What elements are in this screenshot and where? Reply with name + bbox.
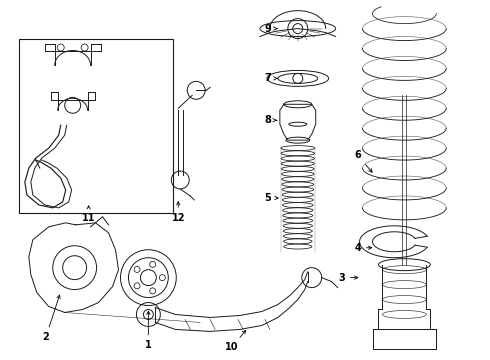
Text: 7: 7 — [265, 73, 277, 84]
Text: 6: 6 — [354, 150, 372, 172]
Text: 1: 1 — [145, 311, 152, 350]
Text: 12: 12 — [172, 202, 185, 223]
Text: 3: 3 — [338, 273, 358, 283]
Text: 10: 10 — [225, 330, 245, 352]
Text: 2: 2 — [43, 295, 60, 342]
Text: 5: 5 — [265, 193, 278, 203]
Bar — [19, 39, 173, 213]
Text: 8: 8 — [265, 115, 277, 125]
Text: 11: 11 — [82, 206, 96, 223]
Text: 4: 4 — [354, 243, 372, 253]
Text: 9: 9 — [265, 24, 277, 33]
